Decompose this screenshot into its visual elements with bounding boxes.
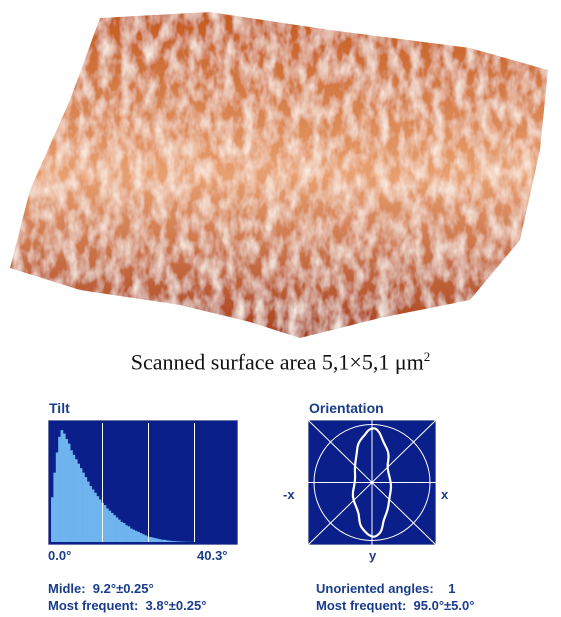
orientation-right-label: x	[441, 487, 449, 502]
tilt-bar	[132, 529, 136, 542]
tilt-most-frequent: Most frequent: 3.8°±0.25°	[48, 598, 206, 613]
tilt-bar	[55, 452, 59, 542]
tilt-bar	[98, 499, 102, 542]
orientation-diagonal	[308, 420, 436, 545]
orientation-title: Orientation	[309, 400, 384, 416]
tilt-bar	[115, 517, 119, 542]
tilt-bar	[67, 443, 71, 542]
tilt-bar	[106, 508, 109, 542]
tilt-bar	[58, 436, 61, 542]
tilt-bar	[141, 534, 145, 542]
tilt-bar	[96, 496, 100, 542]
tilt-bar	[113, 515, 116, 542]
tilt-middle-value: 9.2°±0.25°	[92, 581, 154, 596]
tilt-bar	[117, 519, 121, 542]
orientation-bottom-label: y	[369, 548, 377, 563]
tilt-bar	[65, 439, 69, 542]
tilt-bar	[129, 528, 133, 542]
tilt-histogram	[48, 420, 238, 545]
orientation-most-frequent: Most frequent: 95.0°±5.0°	[316, 598, 474, 613]
tilt-bar	[84, 477, 88, 542]
tilt-bar	[172, 541, 176, 542]
tilt-bar	[149, 536, 152, 542]
tilt-bar	[110, 512, 114, 542]
orientation-rose-curve	[351, 427, 393, 538]
tilt-bar	[79, 468, 83, 542]
tilt-bar	[137, 531, 140, 542]
tilt-bar	[74, 459, 78, 542]
tilt-bar	[53, 472, 57, 542]
tilt-bar	[72, 454, 76, 542]
tilt-bar	[156, 538, 159, 542]
tilt-bar	[103, 505, 107, 542]
surface-3d-image	[10, 12, 548, 338]
tilt-bar	[134, 530, 138, 542]
tilt-bar	[165, 540, 169, 542]
tilt-bar	[168, 540, 171, 542]
tilt-bar	[91, 489, 95, 542]
tilt-bar	[122, 522, 126, 542]
tilt-bar	[139, 533, 143, 542]
tilt-x-min-label: 0.0°	[48, 548, 72, 563]
tilt-middle-label: Midle:	[48, 581, 86, 596]
tilt-bar	[161, 539, 164, 542]
orientation-unoriented: Unoriented angles: 1	[316, 581, 455, 596]
tilt-bar	[127, 526, 131, 542]
tilt-bar	[62, 433, 66, 542]
unoriented-value: 1	[448, 581, 456, 596]
tilt-bar	[51, 497, 54, 542]
tilt-bar	[60, 430, 64, 542]
tilt-bar	[177, 541, 181, 542]
tilt-bar	[77, 463, 81, 542]
tilt-x-max-label: 40.3°	[197, 548, 228, 563]
tilt-most-label: Most frequent:	[48, 598, 139, 613]
orientation-plot	[308, 420, 436, 545]
tilt-bar	[153, 538, 157, 542]
orientation-most-label: Most frequent:	[316, 598, 407, 613]
tilt-bar	[158, 539, 162, 542]
tilt-bar	[163, 539, 167, 542]
tilt-bar	[170, 540, 174, 542]
orientation-most-value: 95.0°±5.0°	[413, 598, 475, 613]
tilt-bar	[108, 510, 112, 542]
tilt-bar	[94, 492, 97, 542]
tilt-bar	[89, 486, 92, 542]
surface-caption: Scanned surface area 5,1×5,1 μm2	[130, 349, 431, 375]
tilt-most-value: 3.8°±0.25°	[145, 598, 207, 613]
tilt-bar	[125, 525, 128, 542]
tilt-bar	[82, 472, 85, 542]
tilt-bar	[151, 537, 155, 542]
tilt-bar	[120, 521, 124, 542]
tilt-bar	[70, 450, 73, 542]
tilt-bar	[86, 481, 90, 542]
orientation-left-label: -x	[283, 487, 295, 502]
tilt-title: Tilt	[49, 400, 70, 416]
tilt-middle: Midle: 9.2°±0.25°	[48, 581, 154, 596]
tilt-bar	[175, 541, 179, 542]
unoriented-label: Unoriented angles:	[316, 581, 434, 596]
tilt-bar	[144, 535, 147, 542]
